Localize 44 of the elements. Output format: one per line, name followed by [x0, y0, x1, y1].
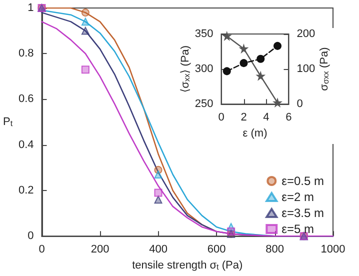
point — [81, 8, 90, 17]
y-axis-title: Pt — [3, 116, 14, 128]
point — [274, 98, 282, 107]
x-axis-title: tensile strength σt (Pa) — [132, 260, 243, 272]
point — [154, 196, 162, 204]
y-tick-label: 350 — [194, 28, 214, 40]
x-axis-title: ε (m) — [242, 128, 268, 140]
y2-tick-label: 0 — [296, 98, 303, 110]
y2-tick-label: 100 — [296, 63, 316, 76]
point — [81, 26, 90, 35]
y2-axis-title: σσxx (Pa) — [318, 47, 330, 91]
legend-label: ε=2 m — [282, 190, 314, 204]
legend-label: ε=3.5 m — [282, 206, 324, 220]
x-tick-label: 800 — [266, 244, 284, 256]
point — [274, 42, 282, 50]
x-tick-label: 600 — [207, 244, 226, 256]
y-tick-label: 0.6 — [18, 93, 34, 106]
x-tick-label: 2 — [240, 112, 247, 124]
x-tick-label: 6 — [286, 112, 292, 124]
x-tick-label: 0 — [218, 112, 224, 124]
x-tick-label: 1000 — [320, 244, 346, 256]
y-tick-label: 0 — [28, 230, 34, 242]
y-tick-label: 1 — [28, 2, 34, 14]
y-tick-label: 0.4 — [18, 138, 34, 151]
x-tick-label: 400 — [149, 244, 168, 256]
x-tick-label: 200 — [90, 244, 110, 256]
point — [240, 59, 248, 68]
point — [240, 44, 248, 53]
point — [222, 67, 231, 76]
y-tick-label: 250 — [194, 98, 214, 110]
y-tick-label: 0.2 — [18, 184, 34, 196]
y-tick-label: 300 — [194, 63, 214, 76]
legend-label: ε=0.5 m — [282, 174, 324, 188]
y-axis-title: ⟨σxx⟩ (Pa) — [180, 45, 192, 93]
y-tick-label: 0.8 — [18, 48, 34, 60]
point — [154, 188, 162, 197]
y2-tick-label: 200 — [296, 28, 316, 40]
point — [154, 170, 162, 179]
legend-label: ε=5 m — [282, 222, 314, 236]
point — [81, 66, 90, 74]
x-tick-label: 4 — [263, 112, 270, 124]
point — [81, 18, 90, 26]
x-tick-label: 0 — [38, 244, 45, 256]
point — [256, 54, 265, 63]
